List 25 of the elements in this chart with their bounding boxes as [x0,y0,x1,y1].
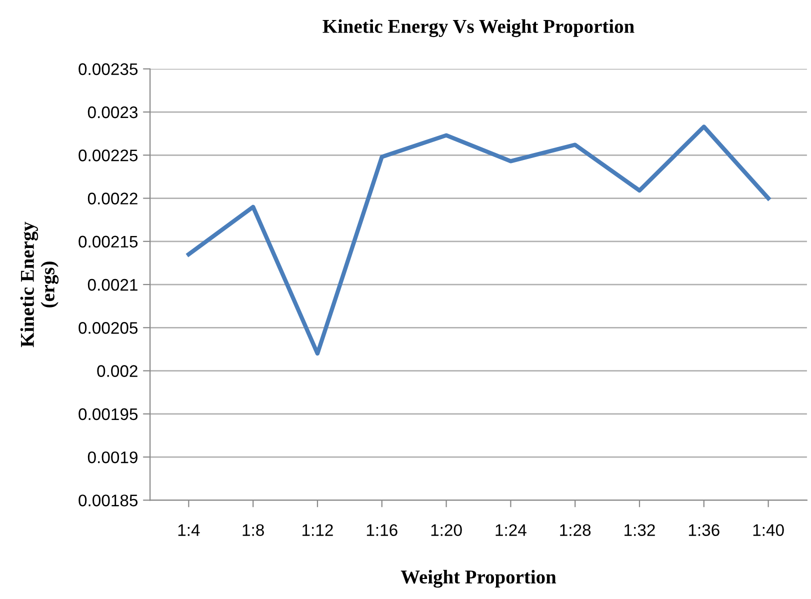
y-tick-label: 0.0023 [88,106,138,118]
y-tick-label: 0.00205 [78,322,138,334]
x-tick-label: 1:32 [624,524,655,536]
x-tick-label: 1:20 [431,524,462,536]
x-tick-label: 1:36 [688,524,720,536]
y-tick-label: 0.00215 [78,236,138,248]
y-tick-label: 0.0019 [88,451,138,464]
x-tick-label: 1:16 [366,524,398,536]
y-tick-label: 0.00225 [78,150,138,162]
x-tick-label: 1:8 [242,524,264,536]
x-tick-label: 1:28 [560,524,591,536]
y-tick-label: 0.00235 [78,63,138,76]
x-axis-title: Weight Proportion [400,570,556,588]
x-tick-label: 1:12 [302,524,333,536]
y-tick-label: 0.0022 [88,192,138,204]
y-tick-label: 0.002 [97,365,138,377]
x-tick-label: 1:4 [178,524,200,536]
x-tick-label: 1:40 [753,524,784,536]
line-series [186,124,770,356]
y-tick-label: 0.00185 [78,494,138,506]
chart-title: Kinetic Energy Vs Weight Proportion [322,19,634,38]
y-axis-title: Kinetic Energy (ergs) [20,222,59,348]
y-tick-label: 0.00195 [78,408,138,420]
x-tick-label: 1:24 [496,524,526,536]
y-tick-label: 0.0021 [88,278,138,291]
